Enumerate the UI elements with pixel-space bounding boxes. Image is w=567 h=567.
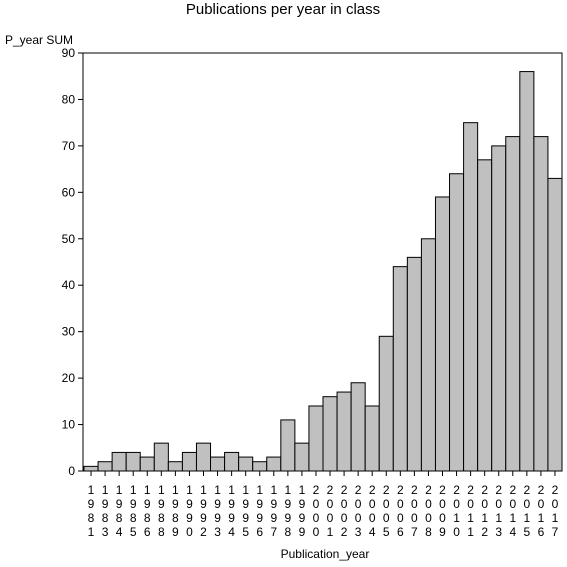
bar-2003 <box>350 382 366 472</box>
y-tick-label: 50 <box>62 232 76 246</box>
bar-2006 <box>392 266 408 472</box>
bar-2000 <box>308 405 324 472</box>
y-axis-label: P_year SUM <box>5 33 73 47</box>
bar-2012 <box>477 159 493 472</box>
bar-1983 <box>97 461 113 472</box>
x-axis: 1 9 8 1 1 9 8 3 1 9 8 4 1 9 8 5 1 9 8 6 1 9 8 8 1 9 8 9 1 9 9 0 1 9 9 2 1 9 9 3… <box>88 471 559 539</box>
y-tick-label: 10 <box>62 418 76 432</box>
y-tick-label: 70 <box>62 139 76 153</box>
bar-2005 <box>378 335 394 472</box>
bar-1981 <box>83 465 99 472</box>
y-tick-label: 80 <box>62 92 76 106</box>
bar-2002 <box>336 391 352 472</box>
y-tick-label: 0 <box>68 464 75 478</box>
bar-2007 <box>406 256 422 472</box>
bar-1990 <box>181 451 197 472</box>
y-tick-label: 30 <box>62 325 76 339</box>
bars <box>83 71 563 472</box>
y-tick-label: 20 <box>62 371 76 385</box>
bar-1986 <box>139 456 155 472</box>
bar-2008 <box>420 238 436 472</box>
bar-1993 <box>210 456 226 472</box>
bar-1995 <box>238 456 254 472</box>
bar-1992 <box>195 442 212 472</box>
bar-1998 <box>280 419 296 472</box>
bar-2004 <box>364 405 380 472</box>
bar-1999 <box>294 442 310 472</box>
bar-1996 <box>252 461 268 472</box>
bar-1985 <box>125 451 141 472</box>
bar-2010 <box>449 173 465 472</box>
bar-2001 <box>322 396 338 472</box>
bar-1994 <box>224 451 240 472</box>
bar-2011 <box>463 122 479 472</box>
bar-1997 <box>266 456 282 472</box>
x-axis-label: Publication_year <box>281 547 370 561</box>
bar-2017 <box>547 177 563 472</box>
bar-2016 <box>533 136 549 472</box>
bar-2015 <box>519 71 535 472</box>
bar-2014 <box>505 136 521 472</box>
y-tick-label: 60 <box>62 185 76 199</box>
bar-2013 <box>491 145 507 472</box>
plot-frame <box>82 52 563 472</box>
chart-title: Publications per year in class <box>186 1 380 18</box>
y-tick-label: 40 <box>62 278 76 292</box>
bar-1988 <box>153 442 169 472</box>
y-axis: 0 10 20 30 40 50 60 70 80 90 <box>62 46 83 478</box>
bar-1984 <box>111 451 127 472</box>
y-tick-label: 90 <box>62 46 76 60</box>
bar-2009 <box>434 196 451 472</box>
bar-1989 <box>167 461 183 472</box>
